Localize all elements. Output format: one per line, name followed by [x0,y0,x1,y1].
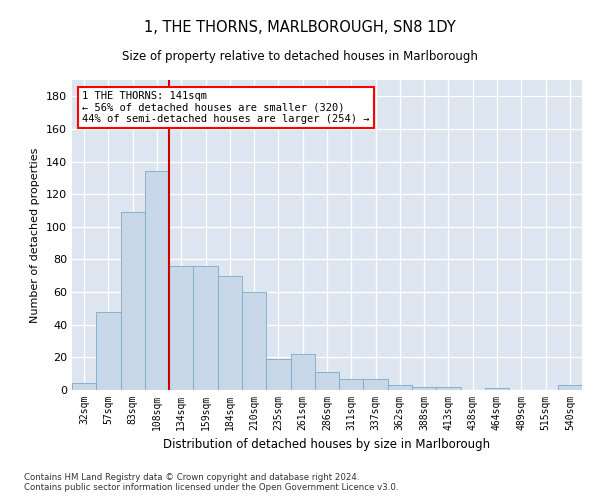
Text: 1 THE THORNS: 141sqm
← 56% of detached houses are smaller (320)
44% of semi-deta: 1 THE THORNS: 141sqm ← 56% of detached h… [82,91,370,124]
Bar [388,385,412,390]
Bar [290,354,315,390]
Bar [436,386,461,390]
Bar [266,359,290,390]
Text: Contains HM Land Registry data © Crown copyright and database right 2024.: Contains HM Land Registry data © Crown c… [24,474,359,482]
Bar [364,378,388,390]
Bar [315,372,339,390]
Bar [145,172,169,390]
Bar [218,276,242,390]
Bar [339,378,364,390]
Y-axis label: Number of detached properties: Number of detached properties [31,148,40,322]
Text: Contains public sector information licensed under the Open Government Licence v3: Contains public sector information licen… [24,484,398,492]
Text: 1, THE THORNS, MARLBOROUGH, SN8 1DY: 1, THE THORNS, MARLBOROUGH, SN8 1DY [144,20,456,35]
Bar [485,388,509,390]
Bar [242,292,266,390]
X-axis label: Distribution of detached houses by size in Marlborough: Distribution of detached houses by size … [163,438,491,452]
Bar [169,266,193,390]
Bar [412,386,436,390]
Bar [558,385,582,390]
Bar [121,212,145,390]
Bar [193,266,218,390]
Bar [72,384,96,390]
Text: Size of property relative to detached houses in Marlborough: Size of property relative to detached ho… [122,50,478,63]
Bar [96,312,121,390]
